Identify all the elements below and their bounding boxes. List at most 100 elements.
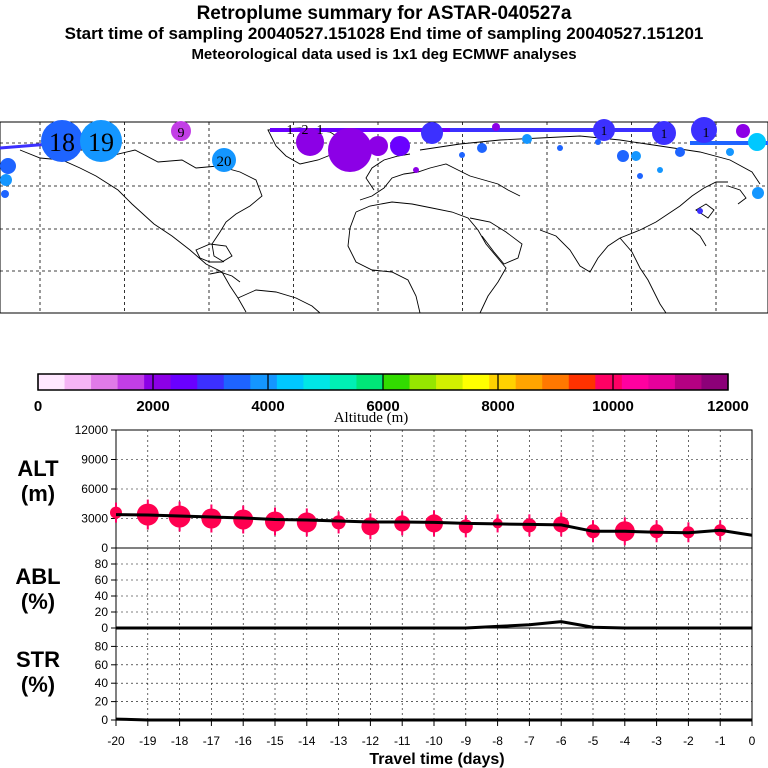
x-tick-label: -8 (492, 734, 503, 748)
y-tick-label: 40 (95, 676, 109, 690)
y-tick-label: 80 (95, 639, 109, 653)
colorbar-tick-label: 10000 (592, 398, 634, 415)
altitude-bubble (458, 519, 473, 534)
plume-marker (368, 136, 388, 156)
colorbar-frame (37, 373, 729, 391)
plume-marker (0, 174, 12, 186)
x-tick-label: -4 (619, 734, 630, 748)
world-map: 18 19 9 20 1 2 1 1 1 1 (0, 117, 768, 314)
sampling-times: Start time of sampling 20040527.151028 E… (64, 24, 704, 43)
colorbar-cell (409, 374, 437, 390)
y-axis-unit: (%) (21, 589, 55, 614)
altitude-bubble (110, 506, 122, 519)
x-tick-label: -19 (139, 734, 157, 748)
x-tick-label: -14 (298, 734, 316, 748)
x-tick-label: -11 (394, 734, 411, 748)
colorbar-cell (542, 374, 570, 390)
x-tick-label: -2 (683, 734, 694, 748)
colorbar-cell (674, 374, 702, 390)
colorbar-cell (489, 374, 517, 390)
colorbar-cell (197, 374, 225, 390)
colorbar-tick-label: 8000 (481, 398, 514, 415)
colorbar-tick-label: 4000 (251, 398, 284, 415)
plume-marker (492, 123, 500, 131)
plume-marker (617, 150, 629, 162)
y-axis-unit: (m) (21, 481, 55, 506)
plume-labels: 18 19 9 20 1 2 1 1 1 1 (49, 123, 710, 170)
plume-marker (652, 121, 676, 145)
plume-marker (0, 158, 16, 174)
plume-label: 9 (178, 126, 185, 141)
plume-marker (212, 148, 236, 172)
plume-label: 1 (703, 126, 710, 141)
x-tick-label: -20 (107, 734, 125, 748)
colorbar-cell (329, 374, 357, 390)
time-series-panels: 030006000900012000ALT(m)020406080ABL(%)0… (15, 423, 753, 727)
plume-label: 1 (601, 123, 608, 138)
plume-label: 2 (302, 123, 309, 138)
colorbar-cell (701, 374, 729, 390)
plume-marker (748, 133, 766, 151)
x-tick-label: -3 (651, 734, 662, 748)
plume-marker (557, 145, 563, 151)
y-tick-label: 0 (101, 621, 108, 635)
y-tick-label: 3000 (81, 512, 108, 526)
colorbar-cell (303, 374, 331, 390)
colorbar-tick-label: 0 (34, 398, 42, 415)
y-axis-label: STR (16, 647, 60, 672)
colorbar-cell (64, 374, 92, 390)
y-tick-label: 9000 (81, 453, 108, 467)
colorbar-cell (383, 374, 411, 390)
colorbar-tick-label: 6000 (366, 398, 399, 415)
plume-marker (657, 167, 663, 173)
plume-marker (477, 143, 487, 153)
colorbar-cell (223, 374, 251, 390)
x-tick-label: -7 (524, 734, 535, 748)
plume-markers (0, 117, 766, 214)
colorbar-cell (250, 374, 278, 390)
x-tick-label: -6 (556, 734, 567, 748)
y-tick-label: 40 (95, 589, 109, 603)
x-tick-label: -17 (203, 734, 221, 748)
plume-label: 1 (317, 123, 324, 138)
x-axis: -20 -19 -18 -17 -16 -15 -14 -13 -12 -11 -10 -9 -8 -7-… (107, 720, 756, 748)
colorbar-cell (462, 374, 490, 390)
y-tick-label: 6000 (81, 482, 108, 496)
plume-marker (41, 120, 83, 162)
plume-label: 1 (287, 123, 294, 138)
altitude-bubble (265, 511, 285, 532)
x-tick-label: -10 (425, 734, 443, 748)
plot-title: Retroplume summary for ASTAR-040527a (196, 3, 572, 24)
plume-marker (697, 208, 703, 214)
plume-marker (421, 122, 443, 144)
altitude-bubble (361, 517, 380, 536)
x-tick-label: -9 (460, 734, 471, 748)
y-tick-label: 0 (101, 713, 108, 727)
plume-marker (595, 139, 601, 145)
y-tick-label: 60 (95, 658, 109, 672)
plume-label: 20 (217, 154, 232, 170)
x-axis-label: Travel time (days) (369, 751, 504, 768)
plume-marker (726, 148, 734, 156)
colorbar-cell (621, 374, 649, 390)
plume-marker (593, 119, 615, 141)
y-axis-label: ABL (15, 564, 60, 589)
x-tick-label: -18 (171, 734, 189, 748)
plume-label: 19 (88, 128, 114, 157)
colorbar-tick-label: 2000 (136, 398, 169, 415)
colorbar-cell (91, 374, 119, 390)
panel-str: 0 20 40 60 80 STR(%) (16, 627, 753, 727)
x-tick-label: -13 (330, 734, 348, 748)
plume-marker (637, 173, 643, 179)
altitude-bubble (296, 512, 317, 533)
series-line (115, 513, 753, 537)
colorbar-tick-label: 12000 (707, 398, 749, 415)
y-tick-label: 12000 (75, 423, 109, 437)
y-axis-label: ALT (17, 456, 59, 481)
colorbar-cells (37, 374, 729, 390)
x-tick-label: -12 (362, 734, 380, 748)
x-tick-label: 0 (749, 734, 756, 748)
colorbar-cell (568, 374, 596, 390)
x-tick-label: -16 (235, 734, 253, 748)
